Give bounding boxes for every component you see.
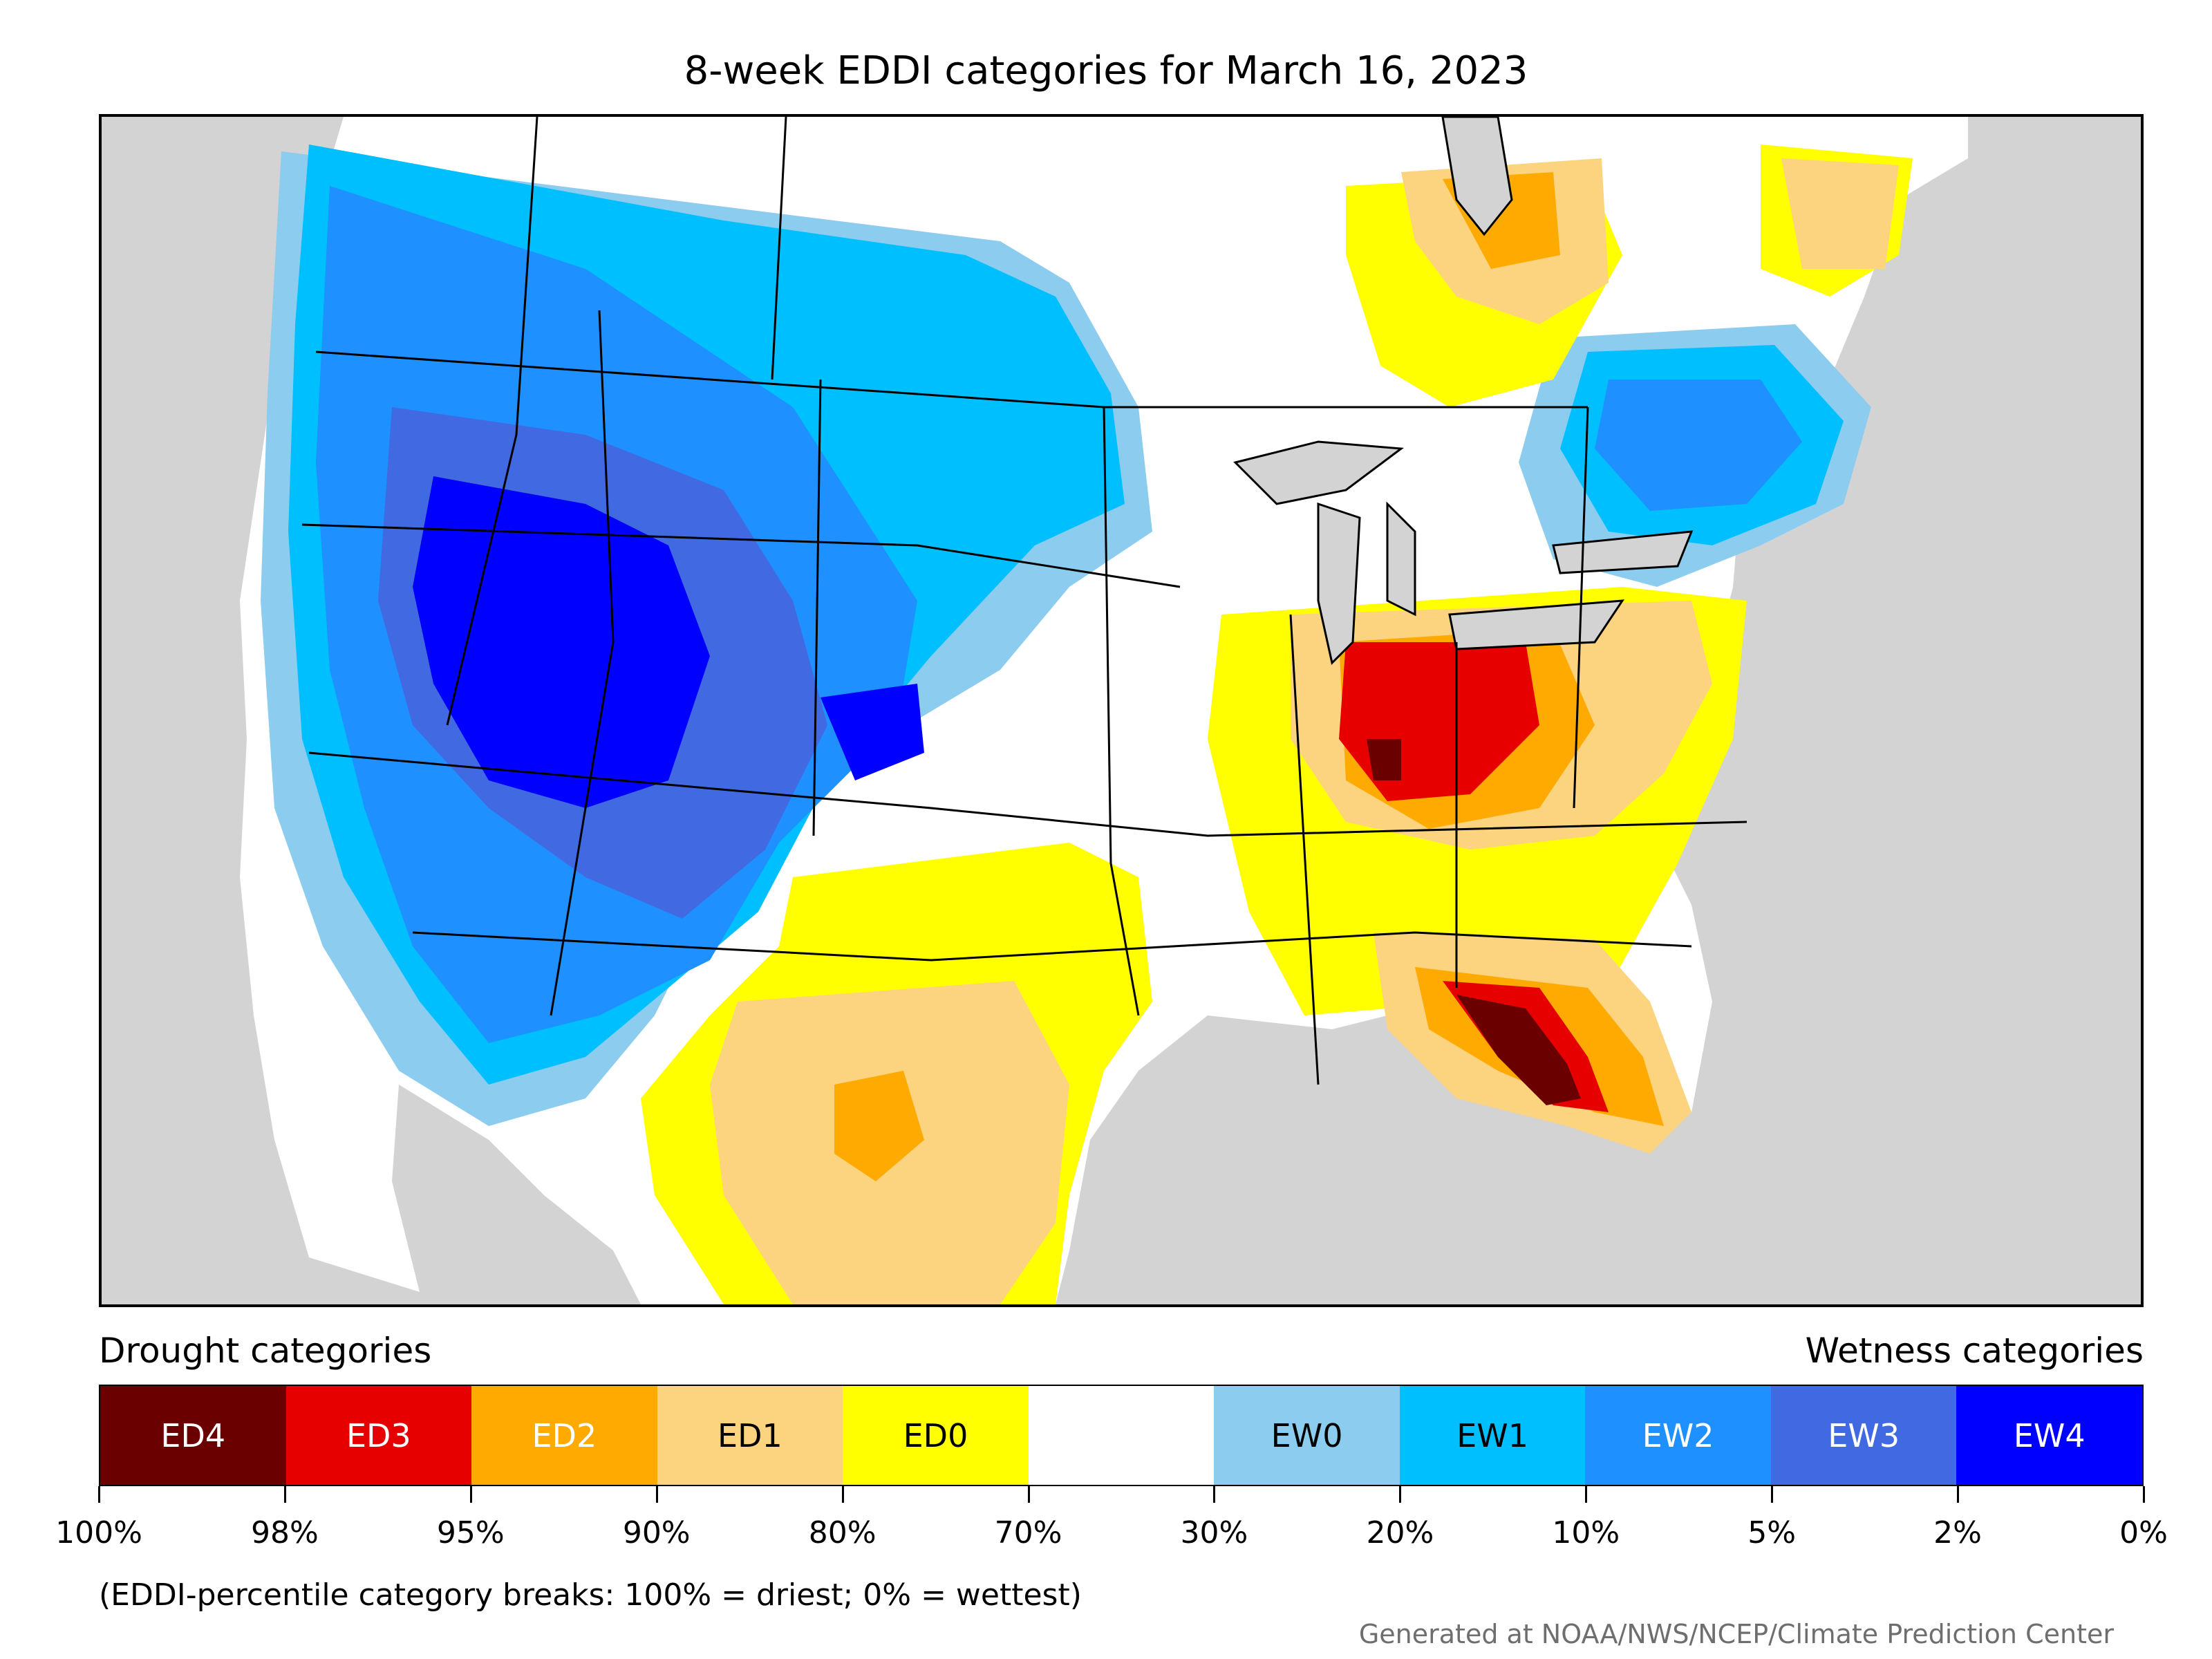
- colorbar-tick: [1399, 1486, 1402, 1503]
- ed4-florida: [1456, 995, 1581, 1105]
- percentile-footnote: (EDDI-percentile category breaks: 100% =…: [99, 1577, 1082, 1613]
- map-title: 8-week EDDI categories for March 16, 202…: [684, 48, 1528, 93]
- colorbar-tick-label: 5%: [1747, 1515, 1797, 1550]
- colorbar-segment: EW2: [1585, 1386, 1771, 1485]
- colorbar-tick: [1957, 1486, 1960, 1503]
- colorbar-tick: [1771, 1486, 1774, 1503]
- ed1-quebec: [1781, 158, 1899, 269]
- colorbar-tick: [1585, 1486, 1588, 1503]
- colorbar-segment: [1028, 1386, 1215, 1485]
- colorbar-tick: [1213, 1486, 1216, 1503]
- colorbar-segment: ED4: [100, 1386, 286, 1485]
- hudson-bay-lake: [1441, 117, 1513, 236]
- colorbar-tick-label: 90%: [622, 1515, 691, 1550]
- colorbar-tick: [841, 1486, 844, 1503]
- wetness-categories-heading: Wetness categories: [1805, 1331, 2144, 1371]
- colorbar-segment: EW4: [1956, 1386, 2143, 1485]
- state-boundaries: [301, 117, 1747, 1085]
- colorbar-segment: ED0: [843, 1386, 1029, 1485]
- colorbar-tick-label: 95%: [436, 1515, 505, 1550]
- colorbar-segment: EW3: [1770, 1386, 1957, 1485]
- drought-categories-heading: Drought categories: [99, 1331, 432, 1371]
- colorbar-segment: EW0: [1214, 1386, 1400, 1485]
- colorbar-segment: ED1: [657, 1386, 843, 1485]
- ew4-colorado: [821, 684, 924, 780]
- colorbar-tick-label: 2%: [1933, 1515, 1982, 1550]
- category-colorbar: ED4 ED3 ED2 ED1 ED0 EW0 EW1 EW2 EW3 EW4: [99, 1385, 2144, 1486]
- colorbar-tick: [1027, 1486, 1030, 1503]
- colorbar-tick: [98, 1486, 100, 1503]
- colorbar-tick: [2143, 1486, 2145, 1503]
- colorbar-tick-label: 30%: [1180, 1515, 1248, 1550]
- colorbar-tick: [469, 1486, 472, 1503]
- colorbar-tick-label: 80%: [808, 1515, 877, 1550]
- colorbar-tick-label: 10%: [1552, 1515, 1620, 1550]
- ed4-kentucky: [1367, 739, 1401, 780]
- ed2-texas: [834, 1071, 924, 1181]
- colorbar-tick-label: 20%: [1366, 1515, 1434, 1550]
- colorbar-tick-label: 0%: [2119, 1515, 2168, 1550]
- colorbar-tick: [283, 1486, 286, 1503]
- colorbar-segment: EW1: [1399, 1386, 1586, 1485]
- colorbar-tick-label: 70%: [994, 1515, 1062, 1550]
- ew2-northeast: [1595, 379, 1802, 511]
- colorbar-segment: ED3: [285, 1386, 472, 1485]
- colorbar-tick-label: 98%: [251, 1515, 319, 1550]
- colorbar-segment: ED2: [471, 1386, 657, 1485]
- colorbar-tick-label: 100%: [55, 1515, 142, 1550]
- colorbar-tick: [655, 1486, 658, 1503]
- eddi-map: [99, 114, 2144, 1307]
- colorbar-ticks: [98, 1486, 2145, 1507]
- credit-line: Generated at NOAA/NWS/NCEP/Climate Predi…: [1358, 1619, 2114, 1649]
- great-lakes: [1233, 440, 1694, 665]
